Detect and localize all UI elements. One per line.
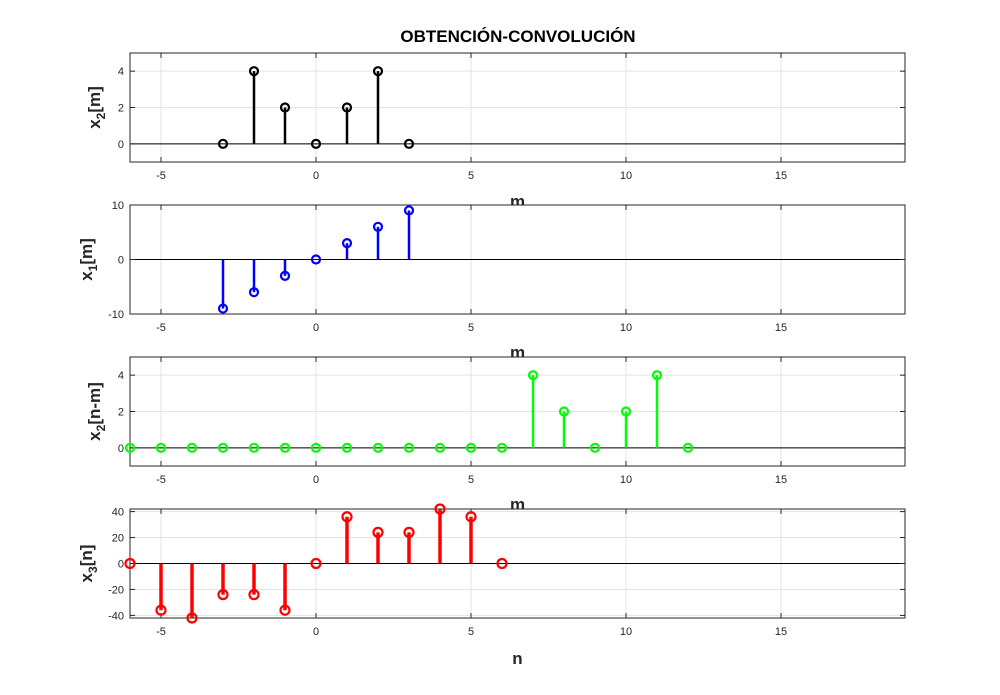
y-tick-label: 2 [118, 407, 124, 419]
x-tick-label: 10 [620, 322, 632, 334]
stem-marker [310, 442, 322, 453]
y-tick-label: 2 [118, 103, 124, 115]
stem-marker [248, 589, 260, 601]
x-tick-label: 5 [468, 474, 474, 486]
stem-marker [651, 370, 663, 381]
stem-marker [310, 557, 322, 570]
y-tick-label: 0 [118, 139, 124, 151]
x-tick-label: 10 [620, 170, 632, 182]
y-tick-label: 4 [118, 66, 124, 78]
stem-marker [186, 612, 198, 624]
stem-marker [496, 557, 508, 570]
stem-marker [248, 66, 260, 77]
x-tick-label: -5 [156, 322, 166, 334]
stem-marker [310, 254, 322, 265]
stem-marker [403, 442, 415, 453]
stem-marker [124, 442, 136, 453]
stem-marker [341, 511, 353, 523]
x-tick-label: 10 [620, 626, 632, 638]
stem-marker [217, 589, 229, 601]
y-tick-label: -10 [108, 309, 124, 321]
stem-marker [186, 442, 198, 453]
stem-marker [217, 303, 229, 314]
y-axis-label: x2[n-m] [85, 382, 108, 441]
x-tick-label: -5 [156, 474, 166, 486]
stem-marker [248, 287, 260, 298]
y-tick-label: 10 [112, 200, 124, 212]
stem-marker [527, 370, 539, 381]
x-tick-label: 0 [313, 322, 319, 334]
figure-title: OBTENCIÓN-CONVOLUCIÓN [400, 27, 635, 46]
x-tick-label: 15 [775, 626, 787, 638]
y-tick-label: 0 [118, 443, 124, 455]
stem-marker [403, 526, 415, 538]
stem-marker [279, 102, 291, 113]
x-tick-label: -5 [156, 626, 166, 638]
x-tick-label: 0 [313, 474, 319, 486]
y-axis-label: x3[n] [77, 545, 100, 583]
y-tick-label: 4 [118, 370, 124, 382]
stem-marker [465, 442, 477, 453]
stem-marker [465, 511, 477, 523]
stem-marker [372, 221, 384, 232]
stem-marker [372, 66, 384, 77]
stem-marker [341, 102, 353, 113]
x-tick-label: 15 [775, 474, 787, 486]
stem-marker [124, 557, 136, 570]
stem-marker [279, 604, 291, 616]
x-tick-label: 5 [468, 170, 474, 182]
stem-marker [279, 270, 291, 281]
x-axis-label: n [512, 649, 522, 668]
x-tick-label: -5 [156, 170, 166, 182]
y-tick-label: 40 [112, 507, 124, 519]
x-tick-label: 15 [775, 322, 787, 334]
stem-marker [372, 526, 384, 538]
y-tick-label: -20 [108, 584, 124, 596]
x-tick-label: 10 [620, 474, 632, 486]
stem-marker [217, 442, 229, 453]
y-tick-label: -40 [108, 610, 124, 622]
stem-marker [341, 238, 353, 249]
x-tick-label: 5 [468, 626, 474, 638]
stem-marker [217, 138, 229, 149]
stem-marker [372, 442, 384, 453]
y-tick-label: 20 [112, 533, 124, 545]
stem-marker [248, 442, 260, 453]
stem-marker [403, 205, 415, 216]
stem-marker [496, 442, 508, 453]
stem-marker [155, 442, 167, 453]
stem-marker [434, 503, 446, 515]
stem-marker [310, 138, 322, 149]
x-tick-label: 0 [313, 626, 319, 638]
subplot-4: -5 0 5 10 15 -40 -20 0 20 40 n x3[n] [77, 503, 906, 668]
x-tick-label: 5 [468, 322, 474, 334]
stem-marker [155, 604, 167, 616]
y-axis-label: x1[m] [77, 238, 100, 281]
stem-marker [279, 442, 291, 453]
stem-marker [620, 406, 632, 417]
y-tick-label: 0 [118, 559, 124, 571]
x-tick-label: 15 [775, 170, 787, 182]
stem-marker [589, 442, 601, 453]
y-tick-label: 0 [118, 255, 124, 267]
stem-marker [558, 406, 570, 417]
x-tick-label: 0 [313, 170, 319, 182]
stem-marker [434, 442, 446, 453]
y-axis-label: x2[m] [85, 86, 108, 129]
stem-marker [403, 138, 415, 149]
stem-marker [341, 442, 353, 453]
stem-marker [682, 442, 694, 453]
